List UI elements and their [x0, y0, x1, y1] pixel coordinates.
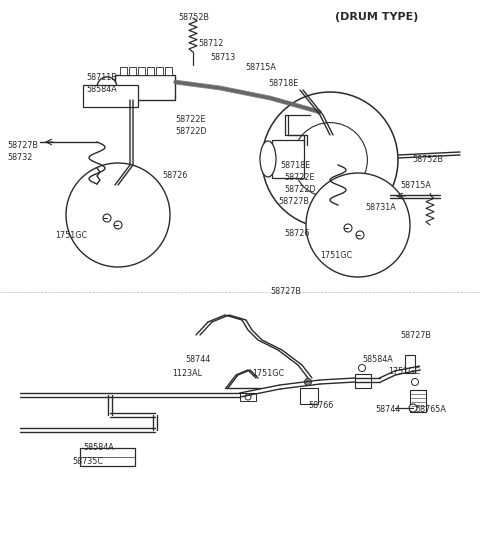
Bar — [405, 355, 415, 373]
Text: 58715A: 58715A — [245, 63, 276, 73]
Text: 58711B: 58711B — [86, 74, 117, 82]
Text: 58584A: 58584A — [362, 355, 393, 365]
Text: 58735C: 58735C — [72, 458, 103, 466]
Text: 58766: 58766 — [308, 401, 333, 410]
Text: (DRUM TYPE): (DRUM TYPE) — [335, 12, 419, 22]
Bar — [120, 67, 127, 75]
Bar — [83, 85, 138, 107]
Bar — [147, 67, 154, 75]
Text: 58727B: 58727B — [278, 197, 309, 205]
Bar — [165, 67, 172, 75]
Ellipse shape — [97, 77, 117, 98]
Circle shape — [114, 221, 122, 229]
Text: 58713: 58713 — [210, 52, 235, 62]
Bar — [138, 67, 145, 75]
Text: 58752B: 58752B — [412, 156, 443, 164]
Circle shape — [411, 378, 419, 385]
Circle shape — [103, 214, 111, 222]
Text: 58727B: 58727B — [7, 140, 38, 150]
Text: 58718E: 58718E — [280, 161, 310, 169]
Circle shape — [304, 378, 312, 385]
Bar — [240, 393, 256, 401]
Text: 1751GC: 1751GC — [252, 370, 284, 378]
Text: 58715A: 58715A — [400, 181, 431, 189]
Text: 58722E: 58722E — [284, 173, 314, 181]
Bar — [272, 140, 304, 178]
Circle shape — [66, 163, 170, 267]
Circle shape — [245, 394, 251, 400]
Bar — [129, 67, 136, 75]
Circle shape — [359, 365, 365, 371]
Text: 58732: 58732 — [7, 152, 32, 162]
Text: 58584A: 58584A — [86, 86, 117, 94]
Circle shape — [262, 92, 398, 228]
Circle shape — [344, 224, 352, 232]
Text: 58712: 58712 — [198, 39, 223, 48]
Text: 58765A: 58765A — [415, 406, 446, 414]
Text: 1751GC: 1751GC — [55, 232, 87, 240]
Text: 58752B: 58752B — [178, 13, 209, 21]
Bar — [80, 448, 135, 466]
Circle shape — [356, 231, 364, 239]
Circle shape — [293, 123, 367, 198]
Text: 1751GC: 1751GC — [388, 367, 420, 377]
Text: 1123AL: 1123AL — [172, 370, 202, 378]
Text: 58722D: 58722D — [284, 185, 316, 193]
Text: 1751GC: 1751GC — [320, 252, 352, 260]
Text: 58744: 58744 — [185, 355, 210, 365]
Text: 58722D: 58722D — [175, 127, 206, 135]
Text: 58727B: 58727B — [400, 330, 431, 340]
Circle shape — [306, 173, 410, 277]
Bar — [355, 374, 371, 388]
Bar — [156, 67, 163, 75]
Text: 58727B: 58727B — [270, 288, 301, 296]
Text: 58726: 58726 — [162, 170, 187, 180]
Text: 58718E: 58718E — [268, 79, 298, 87]
Ellipse shape — [260, 141, 276, 177]
Text: 58731A: 58731A — [365, 204, 396, 212]
Bar — [300, 388, 318, 404]
Bar — [410, 390, 426, 412]
Bar — [115, 75, 175, 100]
Text: 58726: 58726 — [284, 229, 310, 239]
Text: 58722E: 58722E — [175, 116, 205, 124]
Text: 58744: 58744 — [375, 406, 400, 414]
Text: 58584A: 58584A — [83, 443, 114, 453]
Circle shape — [409, 404, 417, 412]
